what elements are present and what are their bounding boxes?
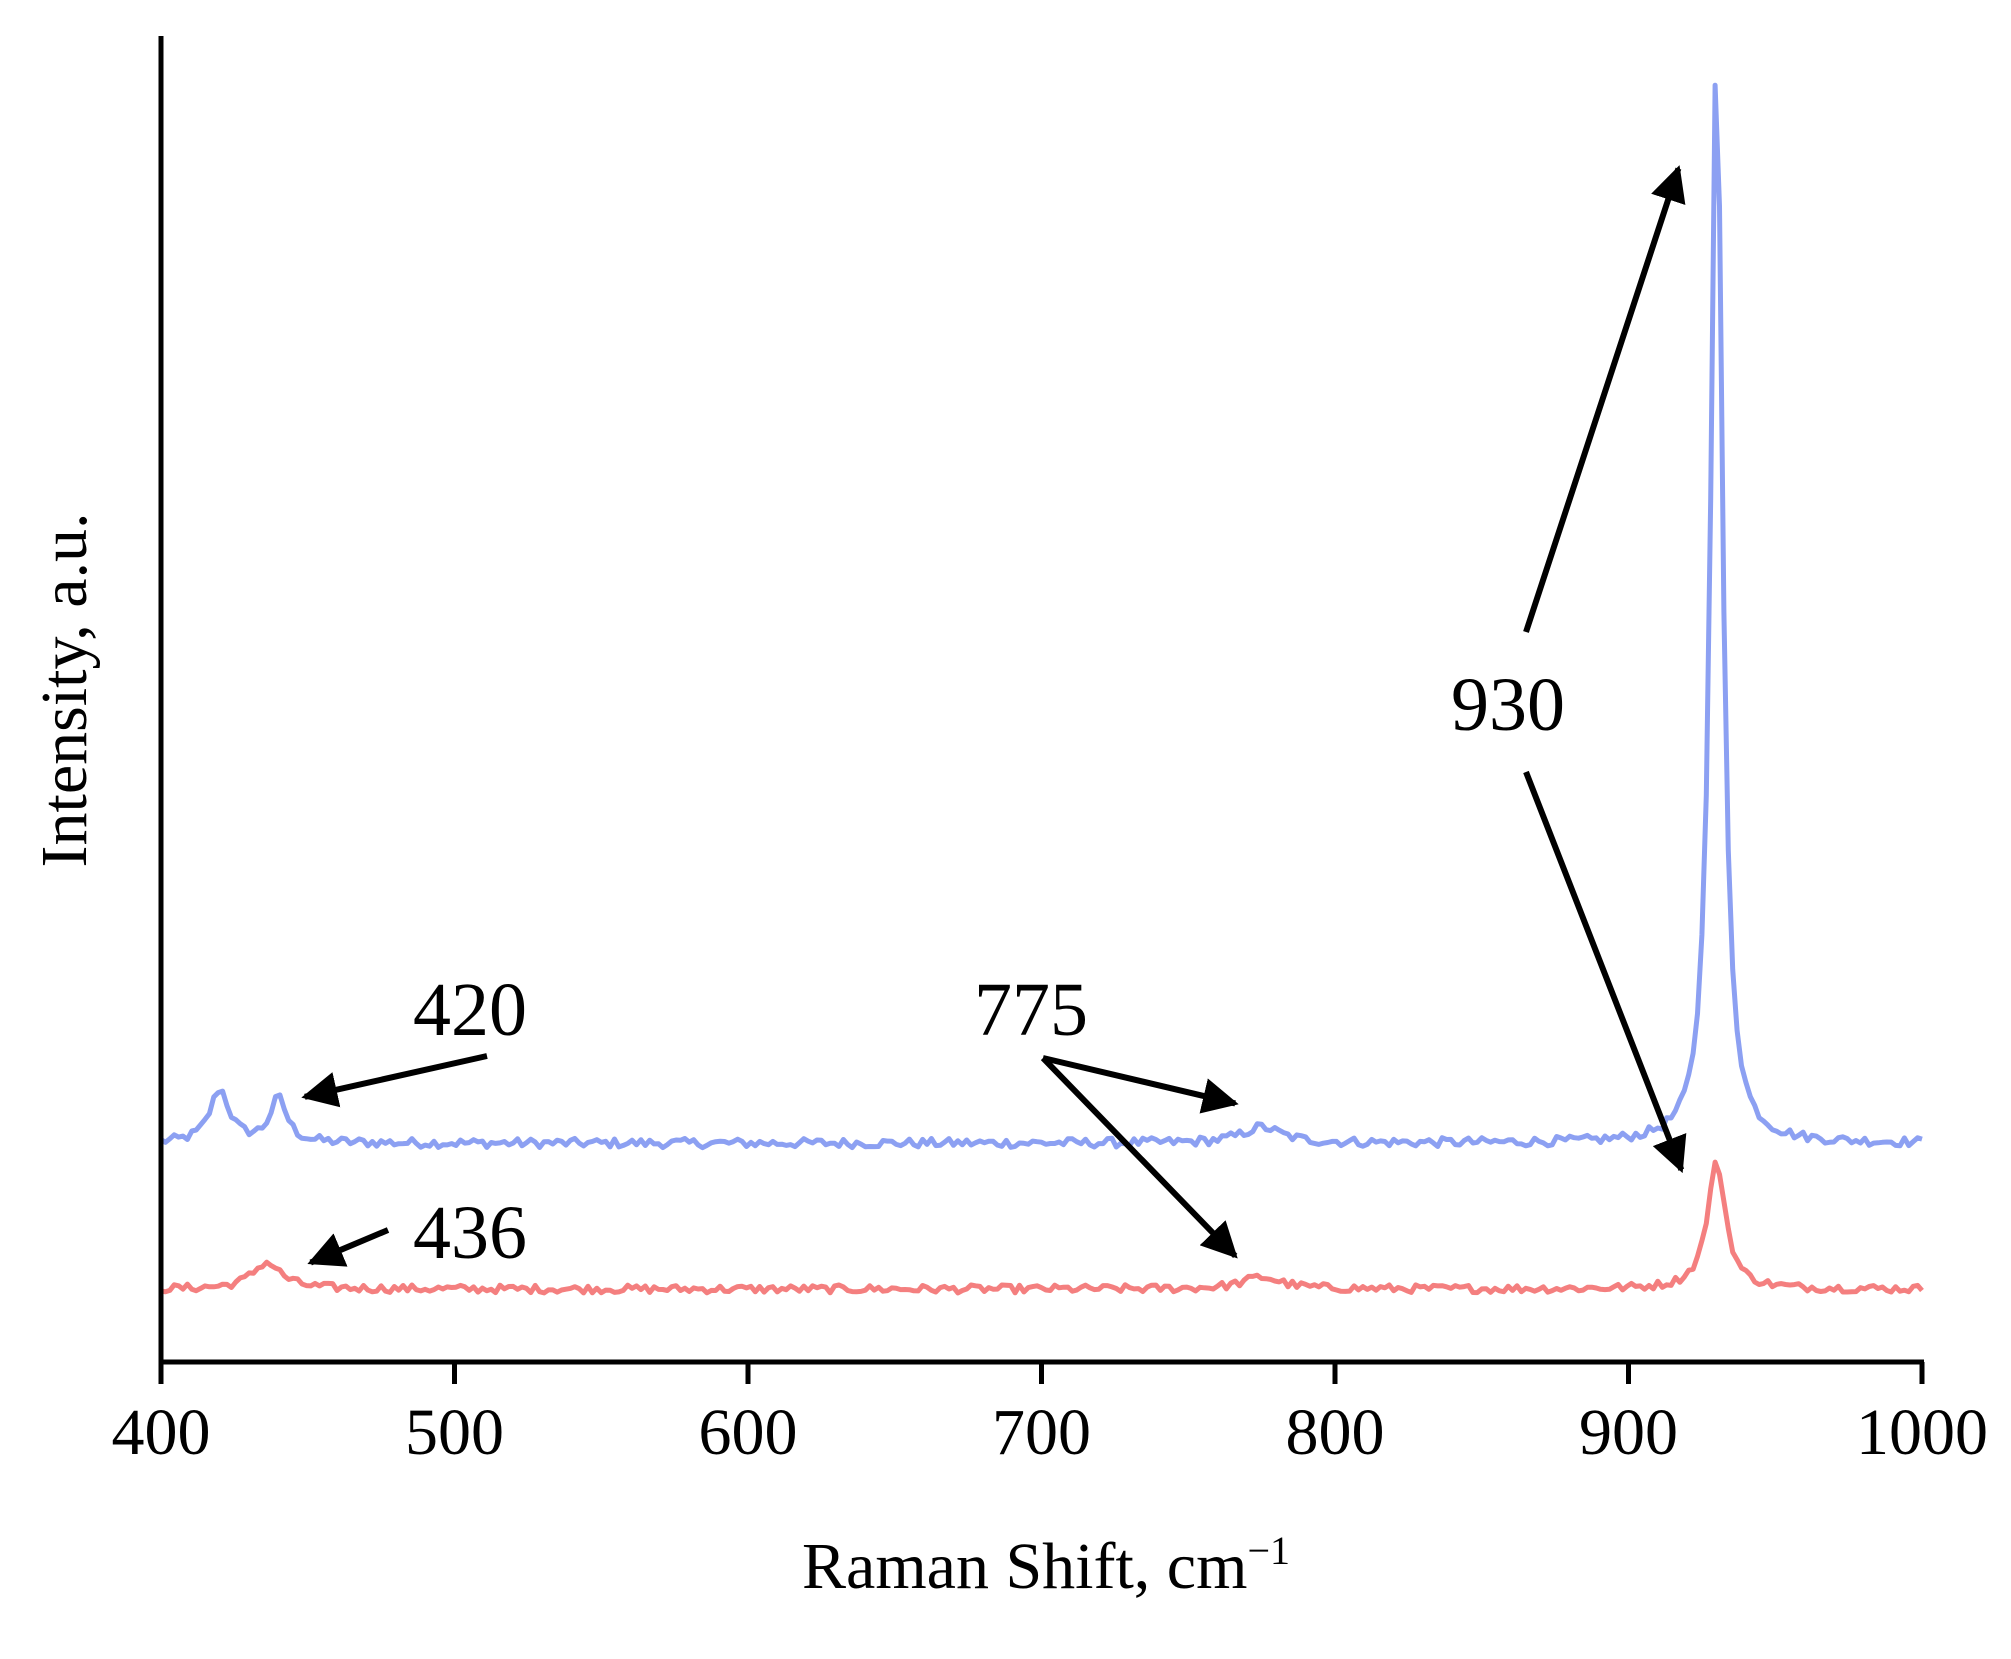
annotation-label-436: 436 xyxy=(413,1191,527,1275)
annotation-label-930: 930 xyxy=(1451,663,1565,747)
series-line-2 xyxy=(160,1159,1924,1296)
annotation-layer: 420 436 775 930 xyxy=(301,165,1687,1275)
annotation-arrow-436-1 xyxy=(307,1227,390,1267)
x-tick-label-600: 600 xyxy=(699,1396,798,1469)
annotation-arrow-930-2 xyxy=(1523,770,1687,1174)
series-layer xyxy=(159,82,1924,1296)
annotation-arrow-930-1 xyxy=(1523,165,1686,633)
annotation-arrow-775-2 xyxy=(1040,1055,1238,1259)
x-tick-label-500: 500 xyxy=(405,1396,504,1469)
x-tick-label-900: 900 xyxy=(1579,1396,1678,1469)
annotation-label-775: 775 xyxy=(974,968,1088,1052)
y-axis-title: Intensity, a.u. xyxy=(28,513,101,868)
x-tick-label-800: 800 xyxy=(1286,1396,1385,1469)
axes-layer: 400 500 600 700 800 900 1000 xyxy=(112,36,1988,1469)
annotation-label-420: 420 xyxy=(413,968,527,1052)
x-tick-label-400: 400 xyxy=(112,1396,211,1469)
annotation-arrow-775-1 xyxy=(1042,1055,1239,1114)
x-tick-label-700: 700 xyxy=(992,1396,1091,1469)
annotation-arrow-420-1 xyxy=(301,1053,488,1108)
x-axis-title: Raman Shift, cm−1 xyxy=(802,1528,1290,1603)
series-line-1 xyxy=(159,82,1923,1151)
x-tick-label-1000: 1000 xyxy=(1856,1396,1988,1469)
